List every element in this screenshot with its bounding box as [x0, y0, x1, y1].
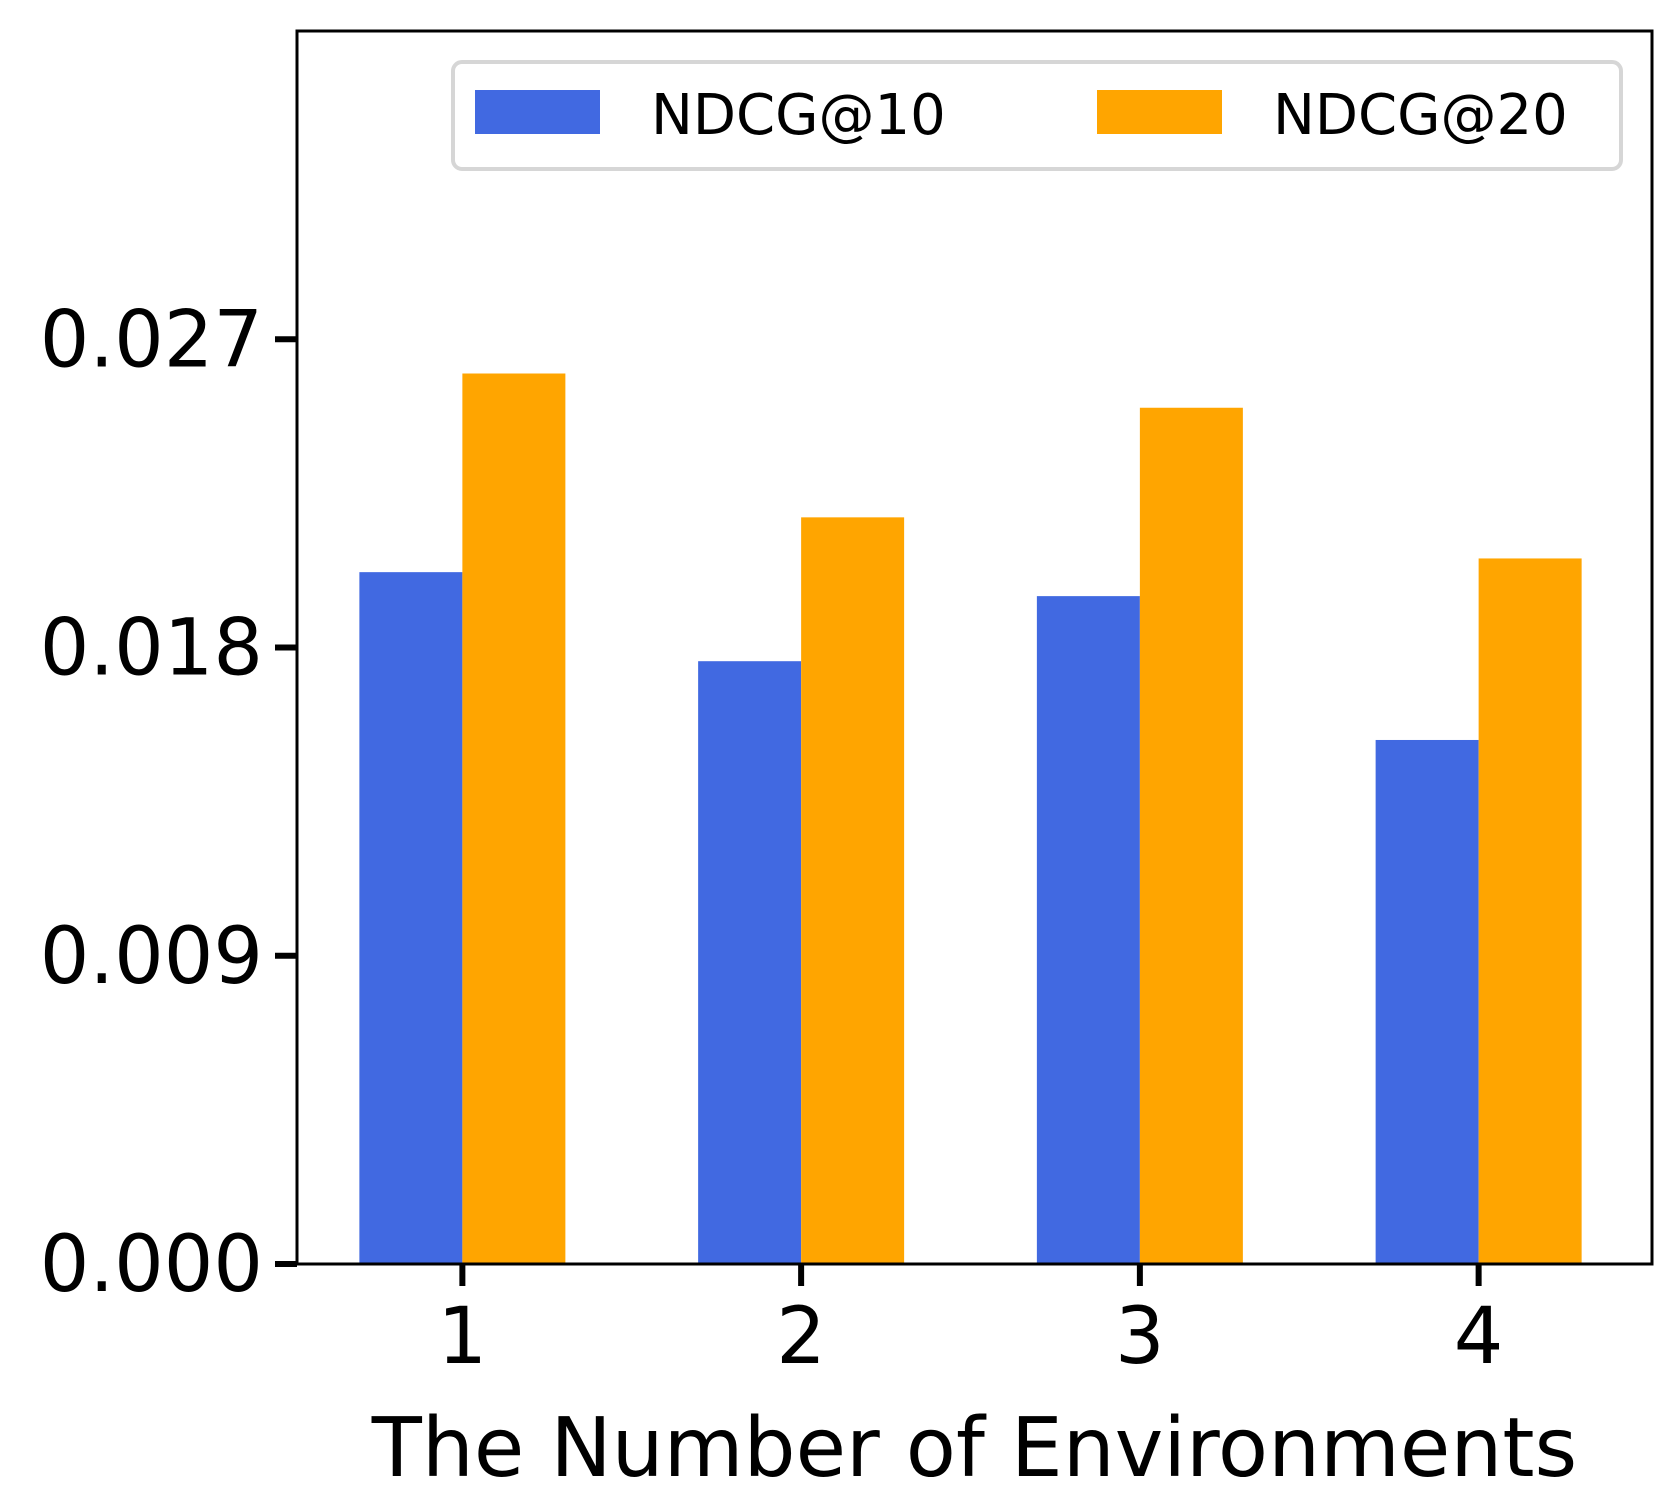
bar-ndcg-10-env-2 [698, 661, 802, 1264]
legend-label-ndcg-10: NDCG@10 [651, 83, 946, 148]
legend: NDCG@10 NDCG@20 [451, 60, 1623, 171]
y-tick-label: 0.027 [40, 295, 263, 385]
y-tick-label: 0.000 [40, 1220, 263, 1310]
bar-ndcg-10-env-3 [1036, 596, 1140, 1264]
x-tick-label: 3 [1115, 1292, 1165, 1382]
y-tick-label: 0.009 [40, 912, 263, 1002]
x-tick-label: 4 [1454, 1292, 1504, 1382]
bar-ndcg-10-env-1 [359, 572, 463, 1264]
bar-ndcg-20-env-3 [1139, 407, 1243, 1264]
legend-label-ndcg-20: NDCG@20 [1273, 83, 1568, 148]
legend-swatch-ndcg-20 [1097, 90, 1222, 134]
bars-layer [359, 373, 1582, 1264]
bar-ndcg-20-env-1 [462, 373, 566, 1264]
bar-ndcg-20-env-4 [1478, 558, 1582, 1264]
legend-frame [451, 60, 1623, 171]
bar-ndcg-20-env-2 [801, 517, 905, 1264]
y-axis: 0.000 0.009 0.018 0.027 [40, 295, 297, 1310]
x-axis-title: The Number of Environments [371, 1401, 1577, 1490]
x-tick-label: 1 [438, 1292, 488, 1382]
x-tick-label: 2 [776, 1292, 826, 1382]
x-axis: 1 2 3 4 [438, 1264, 1504, 1382]
y-tick-label: 0.018 [40, 604, 263, 694]
legend-swatch-ndcg-10 [475, 90, 600, 134]
bar-ndcg-10-env-4 [1375, 739, 1479, 1264]
